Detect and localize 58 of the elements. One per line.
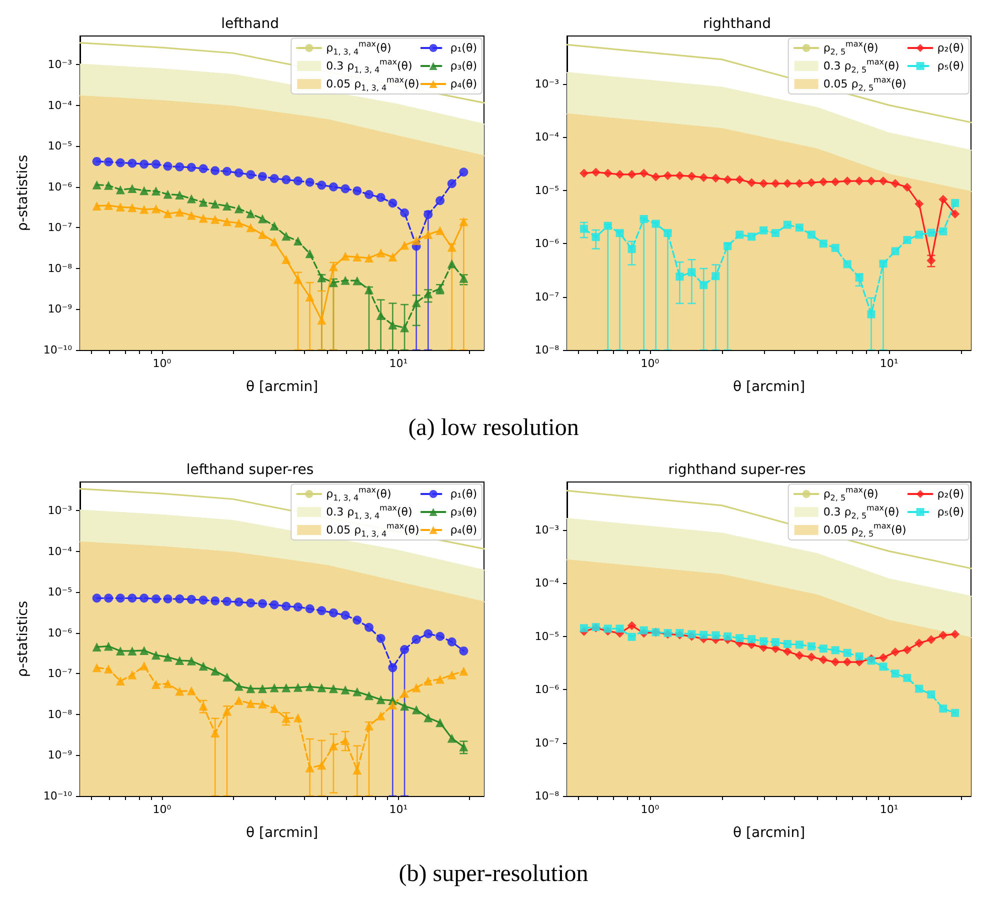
- y-tick-label: 10⁻⁴: [48, 544, 73, 558]
- legend-label: ρ₁(θ): [450, 488, 478, 500]
- y-tick-label: 10⁻⁷: [534, 290, 559, 304]
- x-axis-title: θ [arcmin]: [732, 379, 806, 395]
- chart-title: righthand: [702, 16, 772, 32]
- y-axis-title: ρ-statistics: [15, 154, 31, 232]
- y-tick-label: 10⁻⁴: [534, 576, 560, 590]
- x-tick-label: 10⁰: [640, 803, 660, 816]
- legend-label: ρ₂(θ): [937, 42, 964, 54]
- legend-label: ρ₃(θ): [450, 506, 478, 518]
- y-tick-label: 10⁻⁸: [534, 344, 560, 356]
- x-axis-title: θ [arcmin]: [246, 379, 318, 395]
- y-tick-label: 10⁻⁹: [48, 302, 72, 316]
- y-tick-label: 10⁻⁸: [534, 790, 560, 802]
- y-tick-label: 10⁻¹⁰: [43, 790, 73, 802]
- y-tick-label: 10⁻⁵: [48, 586, 72, 599]
- y-tick-label: 10⁻⁸: [48, 708, 73, 721]
- y-tick-label: 10⁻⁵: [534, 630, 559, 643]
- legend-label: ρ₂(θ): [937, 488, 964, 500]
- x-tick-label: 10¹: [389, 357, 408, 370]
- chart-title: righthand super-res: [668, 462, 806, 478]
- chart-title: lefthand: [221, 16, 279, 32]
- y-tick-label: 10⁻⁶: [534, 237, 560, 250]
- legend-label: ρ₅(θ): [937, 506, 964, 518]
- legend-label: ρ₄(θ): [450, 78, 478, 90]
- x-tick-label: 10⁰: [152, 357, 172, 370]
- y-tick-label: 10⁻⁶: [48, 180, 73, 194]
- y-tick-label: 10⁻⁸: [48, 262, 73, 275]
- x-tick-label: 10⁰: [640, 357, 660, 370]
- y-tick-label: 10⁻³: [534, 524, 559, 537]
- x-tick-label: 10¹: [880, 357, 898, 370]
- y-tick-label: 10⁻³: [48, 58, 72, 72]
- x-tick-label: 10¹: [880, 803, 898, 816]
- legend-label: ρ₁(θ): [450, 42, 478, 54]
- chart-title: lefthand super-res: [186, 462, 314, 478]
- text: (a) low resolution: [408, 415, 579, 441]
- y-tick-label: 10⁻⁴: [48, 98, 73, 112]
- x-axis-title: θ [arcmin]: [732, 825, 806, 841]
- y-tick-label: 10⁻⁷: [48, 221, 72, 234]
- y-tick-label: 10⁻⁴: [534, 130, 560, 144]
- x-tick-label: 10⁰: [152, 803, 172, 816]
- y-tick-label: 10⁻⁷: [48, 667, 72, 680]
- x-axis-title: θ [arcmin]: [246, 825, 318, 841]
- y-tick-label: 10⁻³: [48, 504, 72, 518]
- y-tick-label: 10⁻⁷: [534, 736, 559, 750]
- y-tick-label: 10⁻³: [534, 78, 559, 91]
- y-tick-label: 10⁻⁶: [534, 683, 560, 696]
- y-tick-label: 10⁻⁶: [48, 626, 73, 640]
- y-tick-label: 10⁻⁵: [48, 140, 72, 153]
- y-tick-label: 10⁻⁹: [48, 748, 72, 762]
- text: (b) super-resolution: [398, 861, 588, 887]
- x-tick-label: 10¹: [389, 803, 408, 816]
- legend-label: ρ₄(θ): [450, 524, 478, 536]
- y-axis-title: ρ-statistics: [15, 600, 31, 678]
- y-tick-label: 10⁻⁵: [534, 184, 559, 197]
- legend-label: ρ₃(θ): [450, 60, 478, 72]
- legend-label: ρ₅(θ): [937, 60, 964, 72]
- y-tick-label: 10⁻¹⁰: [43, 344, 73, 356]
